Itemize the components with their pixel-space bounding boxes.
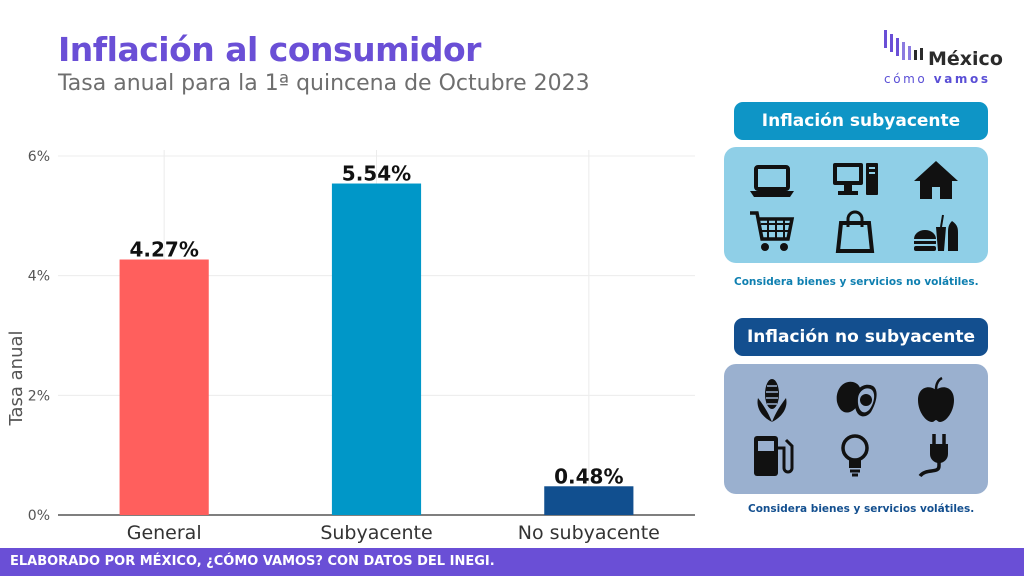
core-inflation-icon-box: [724, 147, 988, 263]
bar-value-label: 0.48%: [554, 464, 623, 488]
fast-food-icon: [914, 211, 958, 251]
mexico-como-vamos-logo: México cómo vamos: [880, 30, 1010, 90]
y-tick-label: 4%: [28, 269, 50, 285]
footer-source-text: ELABORADO POR MÉXICO, ¿CÓMO VAMOS? CON D…: [10, 554, 495, 569]
bar-value-label: 4.27%: [129, 238, 198, 262]
bar-chart: 0% 2% 4% 6% 4.27% General 5.54% Subyacente 0.48%…: [6, 149, 695, 544]
x-tick-label: Subyacente: [320, 522, 432, 544]
bar-no-subyacente: [544, 486, 634, 515]
desktop-computer-icon: [833, 163, 878, 195]
footer-bar: ELABORADO POR MÉXICO, ¿CÓMO VAMOS? CON D…: [0, 548, 1024, 576]
logo-como-word: cómo: [884, 72, 928, 86]
avocado-icon: [836, 381, 877, 417]
core-inflation-note: Considera bienes y servicios no volátile…: [734, 276, 979, 288]
y-axis-label: Tasa anual: [6, 330, 27, 426]
house-icon: [914, 161, 958, 199]
logo-como-vamos-text: cómo vamos: [884, 72, 991, 86]
x-tick-label: No subyacente: [518, 522, 660, 544]
light-bulb-icon: [841, 434, 869, 477]
gas-pump-icon: [754, 436, 794, 476]
laptop-icon: [750, 165, 794, 197]
shopping-cart-icon: [750, 211, 795, 251]
x-tick-label: General: [127, 522, 202, 544]
noncore-inflation-title: Inflación no subyacente: [734, 318, 988, 356]
apple-icon: [918, 376, 954, 422]
logo-vamos-word: vamos: [933, 72, 991, 86]
core-inflation-title: Inflación subyacente: [734, 102, 988, 140]
logo-mexico-text: México: [928, 48, 1003, 70]
y-tick-label: 6%: [28, 149, 50, 165]
noncore-inflation-note: Considera bienes y servicios volátiles.: [748, 503, 975, 515]
chart-subtitle: Tasa anual para la 1ª quincena de Octubr…: [58, 71, 590, 96]
corn-icon: [757, 379, 787, 422]
logo-bars-icon: [884, 30, 923, 60]
electric-plug-icon: [918, 434, 948, 478]
shopping-bag-icon: [835, 210, 875, 253]
y-tick-label: 0%: [28, 508, 50, 524]
noncore-inflation-icon-box: [724, 364, 988, 494]
bar-general: [119, 259, 209, 515]
bar-value-label: 5.54%: [342, 162, 411, 186]
chart-title: Inflación al consumidor: [58, 30, 481, 69]
bar-subyacente: [331, 183, 422, 516]
y-tick-label: 2%: [28, 388, 50, 404]
